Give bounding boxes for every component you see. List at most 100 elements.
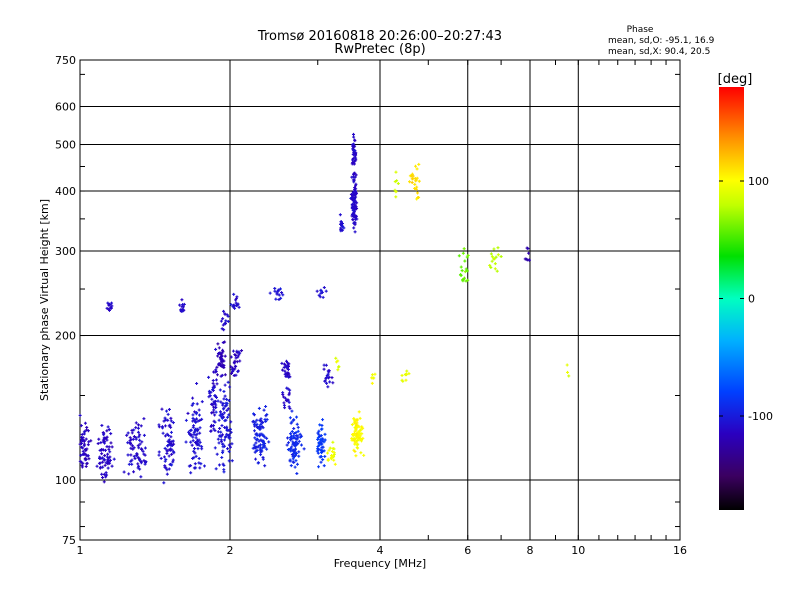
data-point — [234, 373, 238, 377]
data-point — [226, 314, 230, 318]
data-point — [100, 423, 104, 427]
data-point — [189, 440, 193, 444]
data-point — [222, 363, 226, 367]
data-point — [200, 447, 204, 451]
data-point — [352, 433, 356, 437]
data-point — [234, 297, 238, 301]
data-point — [237, 305, 241, 309]
data-point — [101, 456, 105, 460]
data-point — [217, 363, 221, 367]
data-point — [220, 455, 224, 459]
data-point — [355, 201, 359, 205]
data-point — [192, 449, 196, 453]
data-point — [78, 413, 82, 417]
data-point — [227, 443, 231, 447]
data-point — [136, 466, 140, 470]
data-point — [493, 267, 497, 271]
data-point — [164, 458, 168, 462]
data-point — [322, 367, 326, 371]
data-point — [320, 450, 324, 454]
data-point — [227, 459, 231, 463]
data-point — [217, 463, 221, 467]
data-point — [417, 162, 421, 166]
data-point — [264, 419, 268, 423]
data-point — [354, 156, 358, 160]
data-point — [353, 223, 357, 227]
data-point — [413, 176, 417, 180]
data-point — [167, 443, 171, 447]
data-point — [198, 418, 202, 422]
data-point — [221, 348, 225, 352]
data-point — [286, 372, 290, 376]
grid-lines — [80, 60, 680, 540]
data-point — [217, 441, 221, 445]
data-point — [276, 288, 280, 292]
data-point — [221, 317, 225, 321]
data-point — [162, 481, 166, 485]
data-point — [86, 429, 90, 433]
data-point — [359, 439, 363, 443]
data-point — [291, 440, 295, 444]
data-point — [214, 378, 218, 382]
data-point — [292, 443, 296, 447]
data-point — [215, 373, 219, 377]
data-point — [353, 186, 357, 190]
data-point — [265, 447, 269, 451]
data-point — [354, 182, 358, 186]
data-point — [288, 416, 292, 420]
data-point — [130, 428, 134, 432]
data-point — [336, 359, 340, 363]
data-point — [362, 453, 366, 457]
data-point — [211, 410, 215, 414]
data-point — [255, 426, 259, 430]
data-point — [214, 368, 218, 372]
data-point — [193, 462, 197, 466]
colorbar-tick-label: 100 — [748, 175, 769, 188]
data-point — [220, 373, 224, 377]
data-point — [212, 370, 216, 374]
data-point — [316, 445, 320, 449]
data-point — [254, 424, 258, 428]
data-point — [352, 178, 356, 182]
data-point — [191, 416, 195, 420]
data-point — [167, 424, 171, 428]
data-point — [105, 455, 109, 459]
data-point — [352, 203, 356, 207]
data-point — [222, 328, 226, 332]
data-point — [292, 460, 296, 464]
data-point — [341, 228, 345, 232]
data-point — [251, 420, 255, 424]
data-point — [322, 449, 326, 453]
data-point — [394, 170, 398, 174]
data-point — [226, 319, 230, 323]
data-point — [108, 455, 112, 459]
data-point — [188, 429, 192, 433]
data-point — [212, 408, 216, 412]
phase-stats-o: mean, sd,O: -95.1, 16.9 — [608, 36, 715, 46]
data-point — [190, 443, 194, 447]
data-point — [261, 440, 265, 444]
y-tick-label: 75 — [62, 534, 76, 547]
data-point — [223, 373, 227, 377]
data-point — [170, 463, 174, 467]
data-point — [142, 459, 146, 463]
data-point — [493, 262, 497, 266]
data-point — [227, 428, 231, 432]
data-point — [105, 438, 109, 442]
data-point — [139, 461, 143, 465]
data-point — [219, 353, 223, 357]
data-point — [225, 397, 229, 401]
data-point — [103, 454, 107, 458]
data-point — [466, 253, 470, 257]
data-point — [97, 461, 101, 465]
data-point — [83, 421, 87, 425]
data-point — [322, 440, 326, 444]
data-point — [197, 438, 201, 442]
data-point — [492, 247, 496, 251]
data-point — [353, 149, 357, 153]
data-point — [195, 427, 199, 431]
data-point — [102, 457, 106, 461]
data-point — [229, 303, 233, 307]
data-point — [227, 399, 231, 403]
